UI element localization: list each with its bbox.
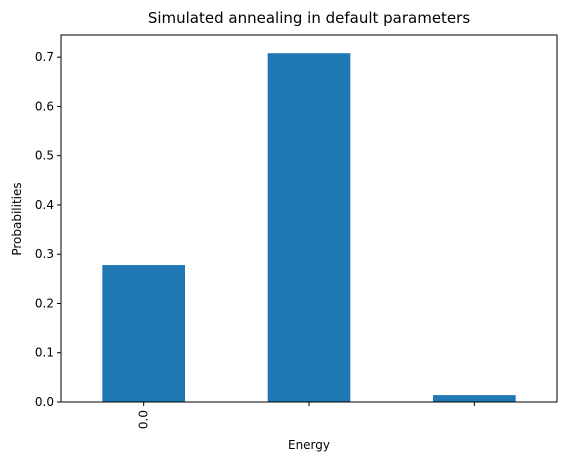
y-axis-label: Probabilities — [10, 182, 24, 255]
bar-2 — [433, 395, 516, 402]
y-tick-label-0: 0.0 — [35, 395, 54, 409]
y-tick-label-3: 0.3 — [35, 247, 54, 261]
y-tick-label-6: 0.6 — [35, 99, 54, 113]
bar-0 — [102, 265, 185, 402]
y-tick-label-7: 0.7 — [35, 50, 54, 64]
y-tick-label-1: 0.1 — [35, 346, 54, 360]
x-tick-label-0: 0.0 — [137, 410, 151, 429]
y-tick-label-4: 0.4 — [35, 198, 54, 212]
y-tick-label-5: 0.5 — [35, 149, 54, 163]
plot-frame — [60, 34, 558, 403]
y-axis: 0.0 0.1 0.2 0.3 0.4 0.5 0.6 0.7 — [35, 50, 61, 409]
bar-1 — [267, 53, 351, 403]
x-axis: 0.0 — [137, 402, 475, 429]
bars-group — [102, 53, 516, 403]
x-axis-label: Energy — [288, 438, 330, 452]
y-tick-label-2: 0.2 — [35, 296, 54, 310]
chart-title: Simulated annealing in default parameter… — [148, 9, 471, 27]
